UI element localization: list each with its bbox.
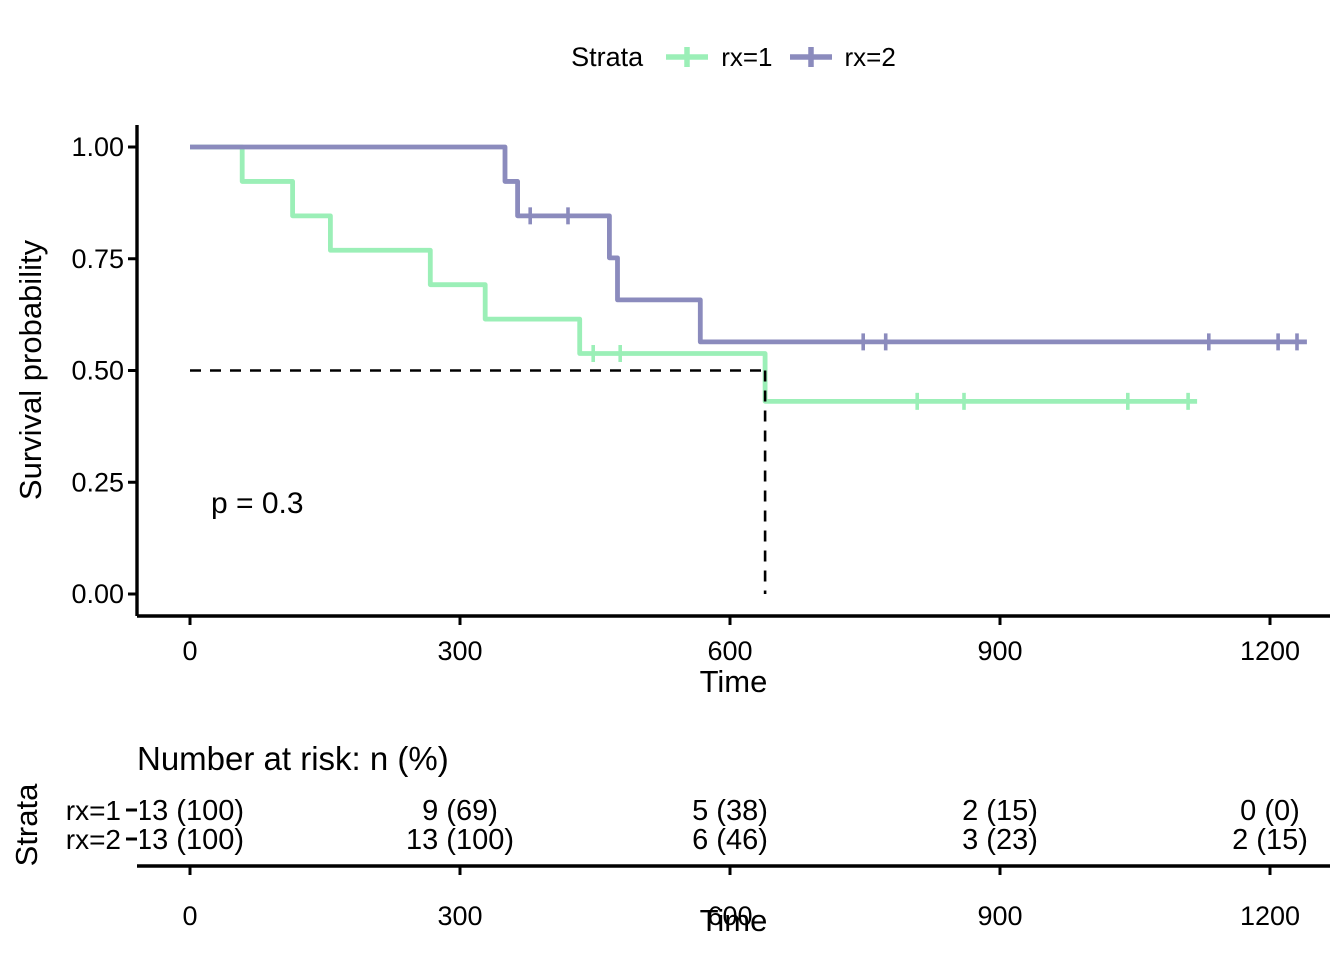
y-tick-label: 0.00 (71, 579, 124, 609)
risk-table-time-axis-title: Time (699, 903, 768, 938)
x-tick-label: 300 (437, 636, 482, 666)
x-tick-label: 1200 (1240, 636, 1300, 666)
risk-value: 2 (15) (962, 795, 1038, 827)
pvalue-label: p = 0.3 (211, 487, 304, 520)
risk-row-label-rx=1: rx=1 (66, 795, 121, 826)
risk-table-strata-axis-title: Strata (9, 783, 44, 867)
risk-value: 6 (46) (692, 824, 768, 856)
x-tick-label: 600 (707, 636, 752, 666)
risk-value: 13 (100) (136, 795, 244, 827)
risk-table-values: 13 (100) 9 (69) 5 (38) 2 (15) 0 (0)13 (100) 1… (136, 795, 1308, 856)
legend-item-rx1-label: rx=1 (721, 41, 773, 72)
legend-item-rx2: rx=2 (789, 42, 896, 73)
risk-x-tick-label: 600 (707, 901, 752, 931)
survival-curve-rx=1 (190, 144, 1198, 404)
risk-value: 9 (69) (422, 795, 498, 827)
survival-curve-rx=2 (190, 144, 1307, 345)
y-tick-label: 0.50 (71, 356, 124, 386)
y-tick-label: 0.25 (71, 467, 124, 497)
legend-key-rx1-icon (666, 47, 709, 67)
risk-value: 5 (38) (692, 795, 768, 827)
risk-table-title: Number at risk: n (%) (137, 740, 449, 777)
y-axis-title: Survival probability (13, 239, 48, 501)
x-tick-label: 900 (977, 636, 1022, 666)
risk-value: 13 (100) (136, 824, 244, 856)
x-tick-label: 0 (182, 636, 197, 666)
risk-x-tick-label: 1200 (1240, 901, 1300, 931)
risk-x-tick-label: 300 (437, 901, 482, 931)
risk-x-tick-label: 900 (977, 901, 1022, 931)
legend: Strata rx=1 rx=2 (137, 40, 1330, 74)
risk-value: 2 (15) (1232, 824, 1308, 856)
risk-value: 13 (100) (406, 824, 514, 856)
legend-item-rx2-label: rx=2 (844, 41, 896, 72)
risk-value: 0 (0) (1240, 795, 1300, 827)
legend-title: Strata (571, 41, 644, 72)
risk-value: 3 (23) (962, 824, 1038, 856)
x-axis-title: Time (699, 664, 768, 699)
risk-row-label-rx=2: rx=2 (66, 824, 121, 855)
y-tick-label: 0.75 (71, 244, 124, 274)
y-tick-label: 1.00 (71, 132, 124, 162)
legend-key-rx2-icon (789, 47, 832, 67)
legend-item-rx1: rx=1 (665, 41, 773, 73)
risk-x-tick-label: 0 (182, 901, 197, 931)
